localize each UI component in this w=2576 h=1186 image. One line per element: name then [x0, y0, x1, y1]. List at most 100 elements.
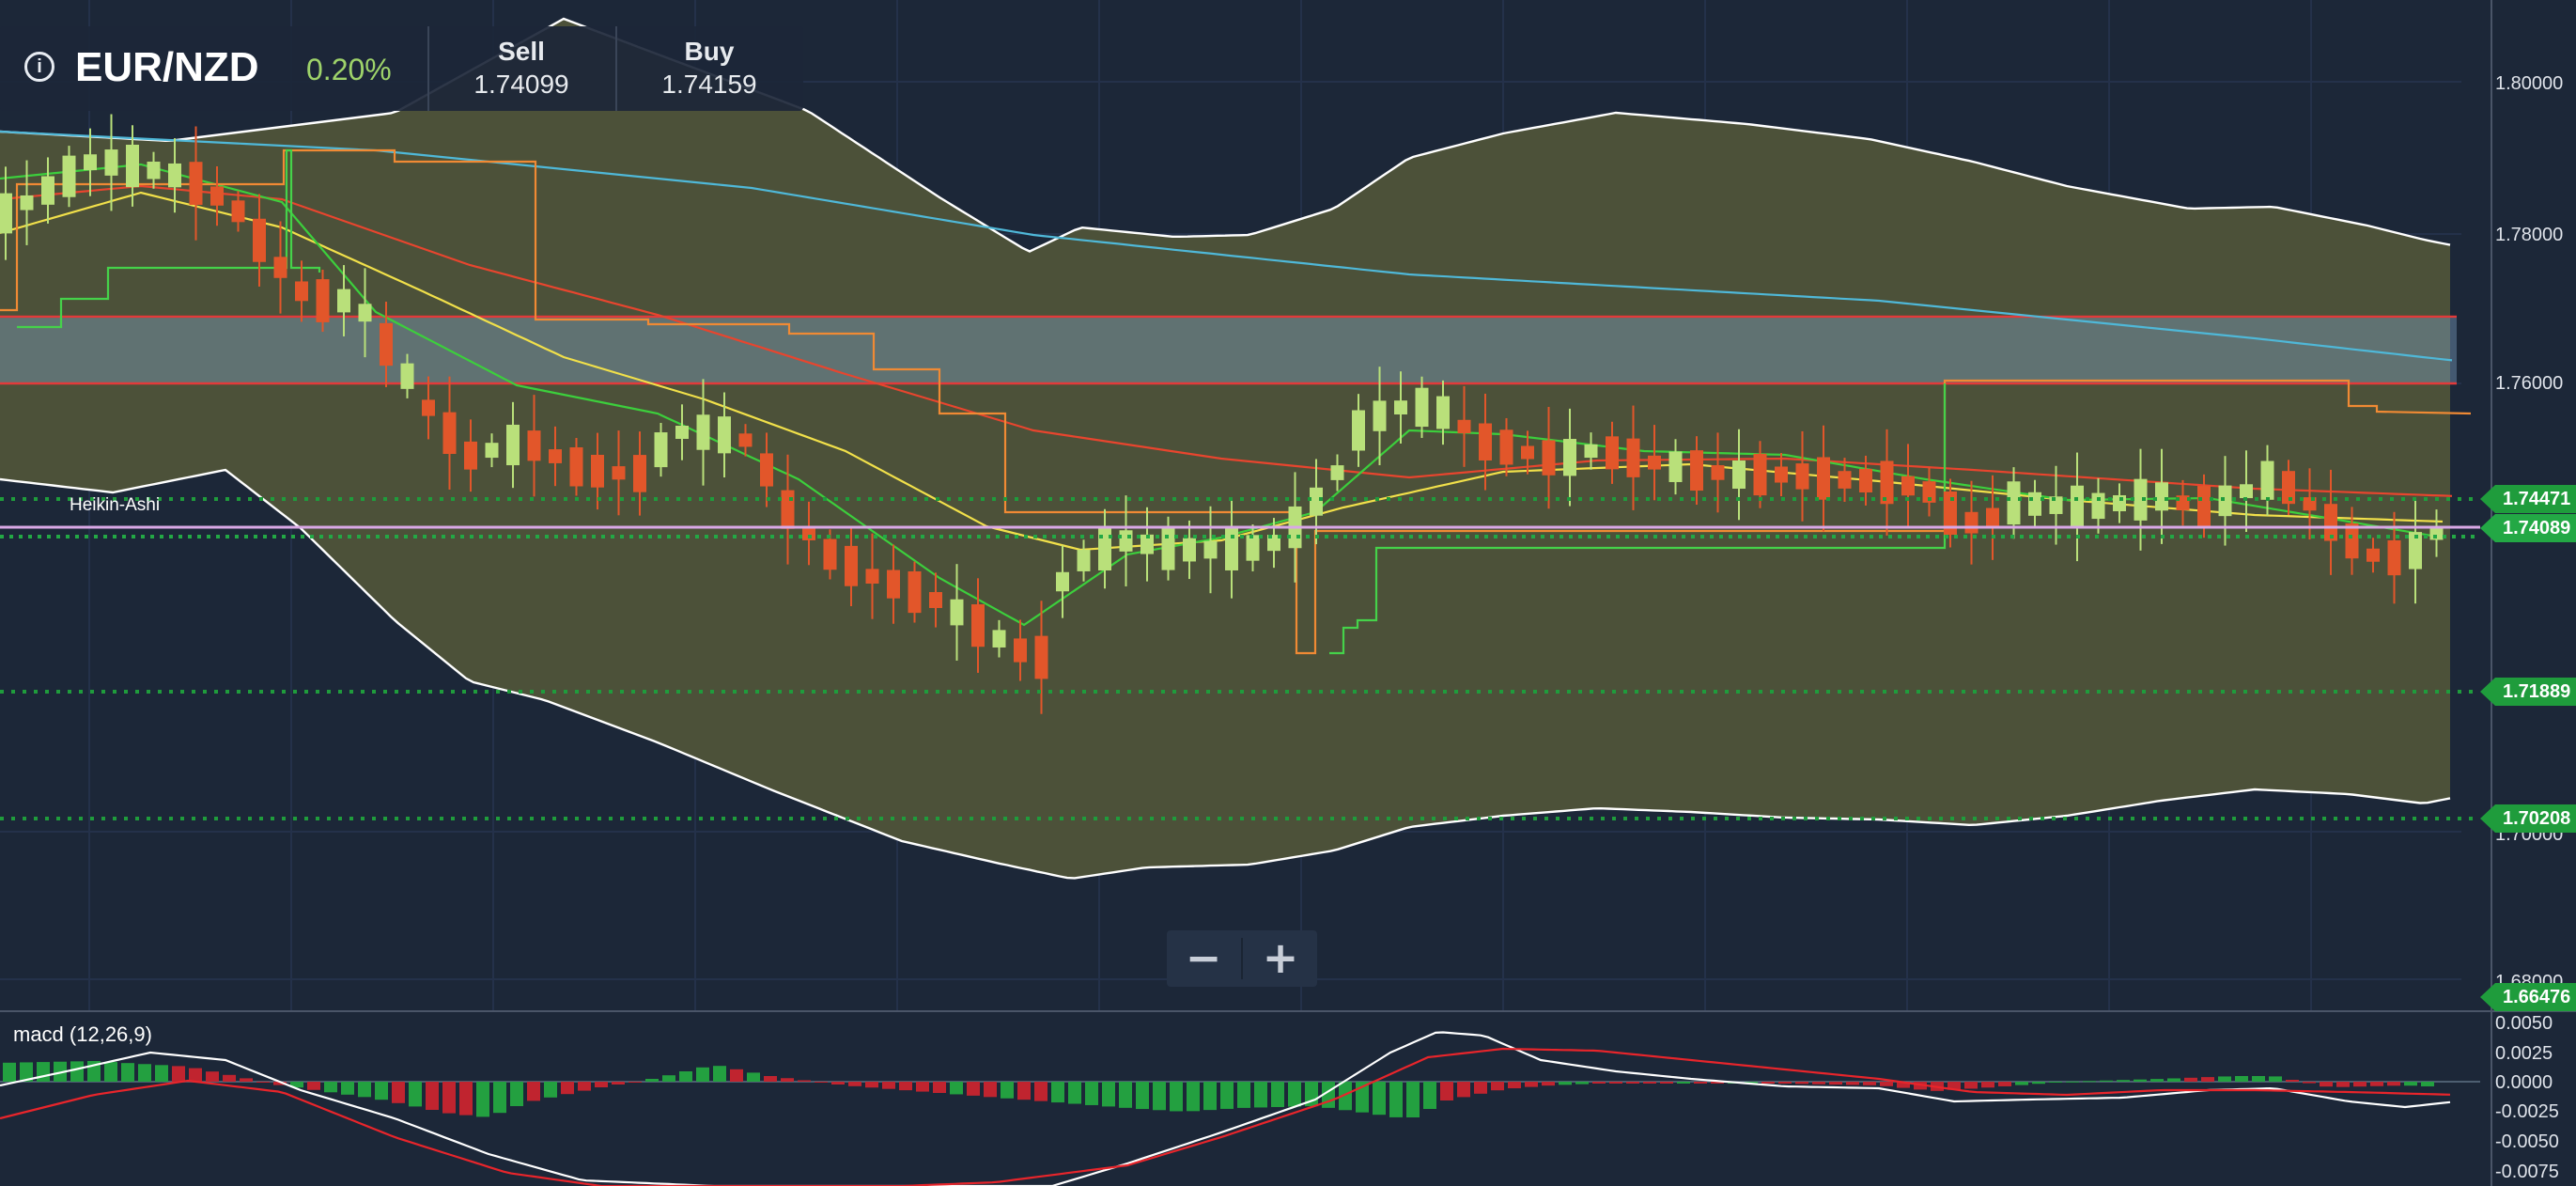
candle-body: [380, 322, 393, 367]
candle-body: [1373, 400, 1387, 431]
macd-histogram-bar: [476, 1082, 489, 1117]
candle-body: [1394, 400, 1407, 415]
candle-body: [62, 155, 76, 197]
candle-body: [1457, 419, 1471, 433]
candle-body: [2345, 523, 2359, 559]
price-level-tag: 1.66476: [2480, 983, 2576, 1011]
macd-histogram-bar: [865, 1082, 878, 1088]
instrument-header: i EUR/NZD 0.20% Sell 1.74099 Buy 1.74159: [0, 26, 803, 111]
macd-histogram-bar: [899, 1082, 912, 1091]
macd-histogram-bar: [1170, 1082, 1183, 1112]
candle-body: [104, 149, 118, 176]
candle-body: [612, 466, 626, 480]
macd-histogram-bar: [950, 1082, 963, 1095]
candle-body: [1584, 444, 1598, 459]
price-level-tag: 1.74471: [2480, 485, 2576, 513]
macd-histogram-bar: [1981, 1082, 1994, 1088]
macd-histogram-bar: [1761, 1082, 1775, 1084]
macd-histogram-bar: [527, 1082, 540, 1101]
price-level-tag: 1.70208: [2480, 804, 2576, 833]
candle-body: [1034, 635, 1048, 679]
candle-body: [2134, 478, 2148, 521]
candle-body: [1521, 445, 1534, 460]
zoom-out-button[interactable]: −: [1185, 932, 1222, 983]
zoom-in-button[interactable]: +: [1262, 932, 1299, 983]
candle-body: [1817, 457, 1830, 500]
macd-histogram-bar: [2336, 1082, 2350, 1087]
candle-body: [84, 154, 97, 171]
candle-body: [718, 416, 731, 454]
macd-histogram-bar: [290, 1082, 303, 1088]
candle-body: [485, 443, 499, 459]
candle-body: [738, 433, 753, 447]
macd-histogram-bar: [358, 1082, 371, 1098]
macd-histogram-bar: [1288, 1082, 1301, 1107]
divider: [615, 26, 617, 111]
sell-button[interactable]: Sell 1.74099: [429, 36, 613, 101]
macd-histogram-bar: [155, 1065, 168, 1082]
candle-body: [1606, 436, 1619, 470]
candle-body: [760, 453, 773, 487]
macd-histogram-bar: [1051, 1082, 1064, 1103]
macd-histogram-bar: [730, 1069, 743, 1082]
macd-histogram-bar: [1423, 1082, 1436, 1109]
candle-body: [591, 454, 604, 488]
macd-histogram-bar: [37, 1062, 50, 1082]
candle-body: [1838, 471, 1852, 489]
candle-body: [2260, 460, 2274, 500]
candle-body: [1795, 463, 1809, 490]
macd-histogram-bar: [121, 1063, 134, 1082]
macd-histogram-bar: [375, 1082, 388, 1100]
candle-body: [2049, 496, 2063, 514]
price-axis-tick: 1.76000: [2495, 373, 2564, 394]
info-icon[interactable]: i: [24, 52, 54, 82]
heikin-ashi-candles: [0, 114, 2444, 714]
candle-body: [1753, 453, 1767, 496]
macd-histogram-bar: [1474, 1082, 1487, 1094]
candle-body: [422, 399, 435, 416]
candle-body: [1732, 460, 1746, 490]
macd-histogram-bar: [2370, 1082, 2383, 1086]
macd-histogram-bar: [2404, 1082, 2417, 1086]
macd-histogram-bar: [1457, 1082, 1470, 1098]
macd-histogram-bar: [1491, 1082, 1504, 1091]
buy-button[interactable]: Buy 1.74159: [617, 36, 801, 101]
macd-histogram-bar: [2269, 1076, 2282, 1082]
candle-body: [1246, 535, 1260, 561]
resistance-zone-fill: [0, 316, 2457, 383]
macd-histogram-bar: [392, 1082, 405, 1103]
candle-body: [442, 412, 457, 454]
candle-body: [2409, 532, 2422, 570]
macd-histogram-bar: [1102, 1082, 1115, 1107]
price-level-tag: 1.71889: [2480, 678, 2576, 706]
ma-slow-line: [0, 184, 2453, 497]
macd-histogram-bar: [2421, 1082, 2434, 1086]
macd-histogram-bar: [459, 1082, 473, 1116]
macd-line: [0, 1031, 2451, 1186]
candle-body: [2240, 484, 2253, 499]
macd-histogram-bar: [1153, 1082, 1166, 1111]
macd-histogram-bar: [138, 1064, 151, 1082]
macd-histogram-bar: [2167, 1078, 2180, 1082]
macd-histogram-bar: [662, 1075, 675, 1082]
candle-body: [1944, 492, 1957, 535]
candle-body: [1014, 638, 1027, 663]
sell-price: 1.74099: [473, 70, 569, 99]
divider: [427, 26, 429, 111]
candle-body: [549, 449, 562, 463]
candle-body: [1711, 464, 1725, 480]
macd-histogram-bar: [1660, 1082, 1673, 1084]
candle-body: [1859, 468, 1872, 492]
candle-body: [1119, 530, 1133, 552]
macd-histogram-bar: [1643, 1082, 1656, 1084]
candle-body: [2007, 481, 2021, 525]
macd-histogram-bar: [1440, 1082, 1453, 1100]
buy-label: Buy: [684, 37, 735, 66]
macd-histogram-bar: [1559, 1082, 1572, 1085]
macd-histogram-bar: [831, 1082, 845, 1085]
candle-body: [1648, 455, 1661, 470]
candle-body: [1626, 438, 1640, 477]
macd-histogram-bar: [2387, 1082, 2400, 1086]
macd-histogram-bar: [2015, 1082, 2028, 1085]
